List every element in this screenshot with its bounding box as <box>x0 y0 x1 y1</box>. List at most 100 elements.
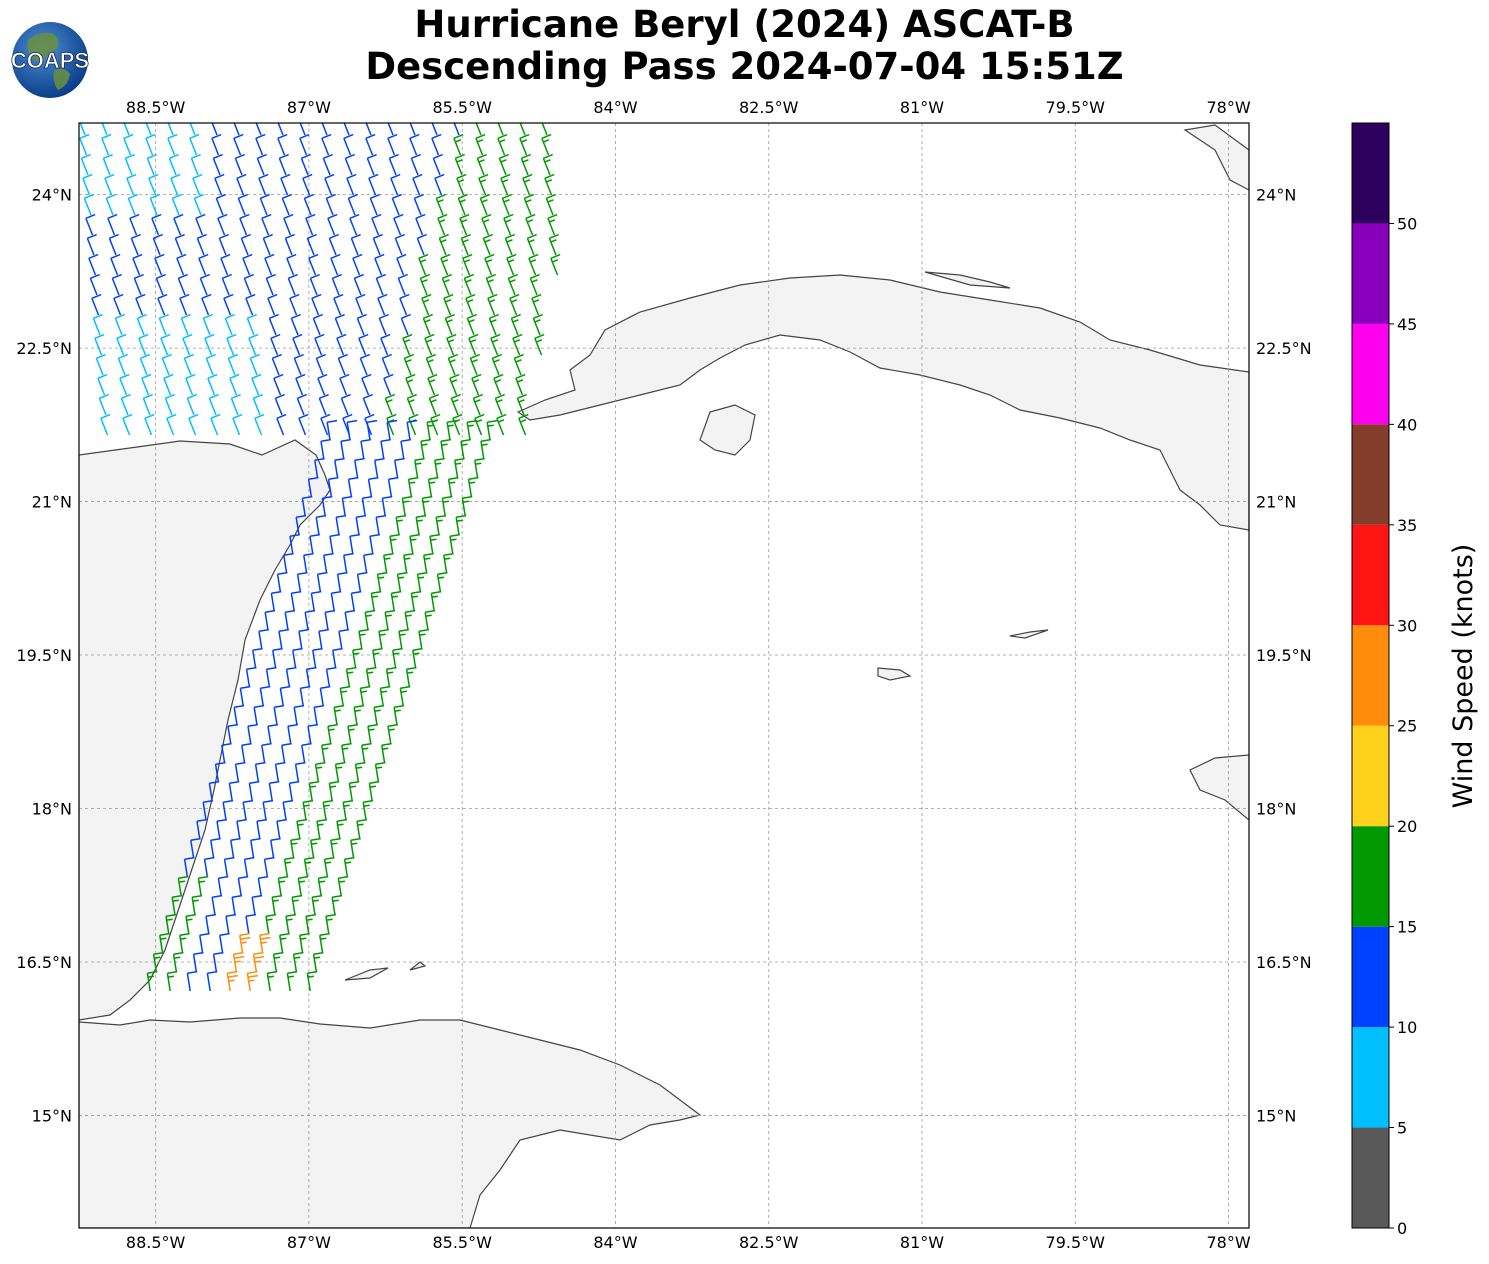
wind-barb <box>139 353 150 376</box>
wind-barb <box>405 373 416 396</box>
wind-barb <box>299 685 311 707</box>
wind-barb <box>232 413 243 436</box>
wind-barb <box>267 723 278 745</box>
wind-barb <box>281 193 292 216</box>
wind-barb <box>328 780 340 802</box>
wind-barb <box>352 647 363 669</box>
wind-barb <box>333 293 344 316</box>
wind-barb <box>198 253 209 276</box>
wind-barb <box>350 233 361 256</box>
wind-barb <box>183 856 195 878</box>
wind-barb <box>212 951 224 973</box>
wind-barb <box>185 913 196 935</box>
wind-barb <box>320 438 331 460</box>
wind-barb <box>497 133 508 156</box>
colorbar-segment <box>1352 1027 1389 1128</box>
wind-barb <box>159 932 170 954</box>
wind-barb <box>323 552 334 574</box>
wind-barb <box>94 333 105 356</box>
wind-barb <box>102 153 113 176</box>
wind-barb <box>149 193 160 216</box>
lat-tick-label-left: 21°N <box>32 493 72 512</box>
wind-barb <box>220 253 231 276</box>
wind-barb <box>426 419 438 441</box>
wind-barb <box>485 273 496 296</box>
wind-barb <box>165 913 176 935</box>
wind-barb <box>468 333 479 356</box>
wind-barb <box>437 213 448 236</box>
wind-barb <box>245 913 256 935</box>
wind-barb <box>337 875 349 897</box>
wind-barb <box>232 951 245 973</box>
wind-barb <box>145 123 152 136</box>
wind-barb <box>166 413 177 436</box>
wind-barb <box>347 723 358 745</box>
wind-barb <box>307 723 318 745</box>
wind-barb <box>510 313 521 336</box>
wind-barb <box>122 413 133 436</box>
wind-barb <box>278 153 289 176</box>
wind-barb <box>157 293 168 316</box>
wind-barb <box>289 293 300 316</box>
wind-barb <box>498 153 509 176</box>
wind-barb <box>308 780 320 802</box>
wind-barb <box>507 273 518 296</box>
wind-barb <box>487 293 498 316</box>
wind-barb <box>501 193 512 216</box>
wind-barb <box>518 413 529 436</box>
wind-barb <box>465 293 476 316</box>
wind-barb <box>321 123 328 136</box>
wind-barb <box>104 173 115 196</box>
wind-barb <box>350 590 362 612</box>
wind-barb <box>207 373 218 396</box>
wind-barb <box>283 856 295 878</box>
wind-barb <box>519 133 530 156</box>
wind-barb <box>528 253 539 276</box>
lat-tick-label-left: 15°N <box>32 1106 72 1125</box>
wind-barb <box>462 253 473 276</box>
wind-barb <box>545 193 556 216</box>
wind-barb <box>292 333 303 356</box>
wind-barb <box>95 353 106 376</box>
wind-barb <box>412 647 423 669</box>
wind-barb <box>101 133 112 156</box>
wind-barb <box>515 373 526 396</box>
wind-barb <box>264 609 276 631</box>
wind-barb <box>188 413 199 436</box>
wind-barb <box>233 123 240 136</box>
wind-barb <box>369 193 380 216</box>
wind-barb <box>168 153 179 176</box>
wind-barb <box>466 419 478 441</box>
wind-barb <box>332 647 343 669</box>
wind-barb <box>113 293 124 316</box>
wind-barb <box>340 438 351 460</box>
wind-barb <box>145 133 156 156</box>
wind-barb <box>261 213 272 236</box>
wind-barb <box>390 173 401 196</box>
wind-barb <box>336 333 347 356</box>
wind-barb <box>446 333 457 356</box>
wind-barb <box>264 253 275 276</box>
wind-barb <box>250 837 261 859</box>
wind-barb <box>210 413 221 436</box>
wind-barb <box>278 628 289 650</box>
wind-barb <box>180 313 191 336</box>
wind-barb <box>388 153 399 176</box>
wind-barb <box>110 253 121 276</box>
wind-barb <box>270 333 281 356</box>
wind-barb <box>353 273 364 296</box>
wind-barb <box>326 419 338 441</box>
lat-tick-label-left: 16.5°N <box>16 953 72 972</box>
lon-tick-label-top: 87°W <box>287 98 331 117</box>
wind-barb <box>461 495 473 517</box>
wind-barb <box>308 253 319 276</box>
wind-barb <box>503 213 514 236</box>
wind-barb <box>136 313 147 336</box>
land-masses <box>79 124 1249 1228</box>
wind-barb <box>366 153 377 176</box>
wind-barb <box>190 837 201 859</box>
wind-barb <box>398 628 409 650</box>
wind-barb <box>224 313 235 336</box>
wind-barb <box>397 273 408 296</box>
